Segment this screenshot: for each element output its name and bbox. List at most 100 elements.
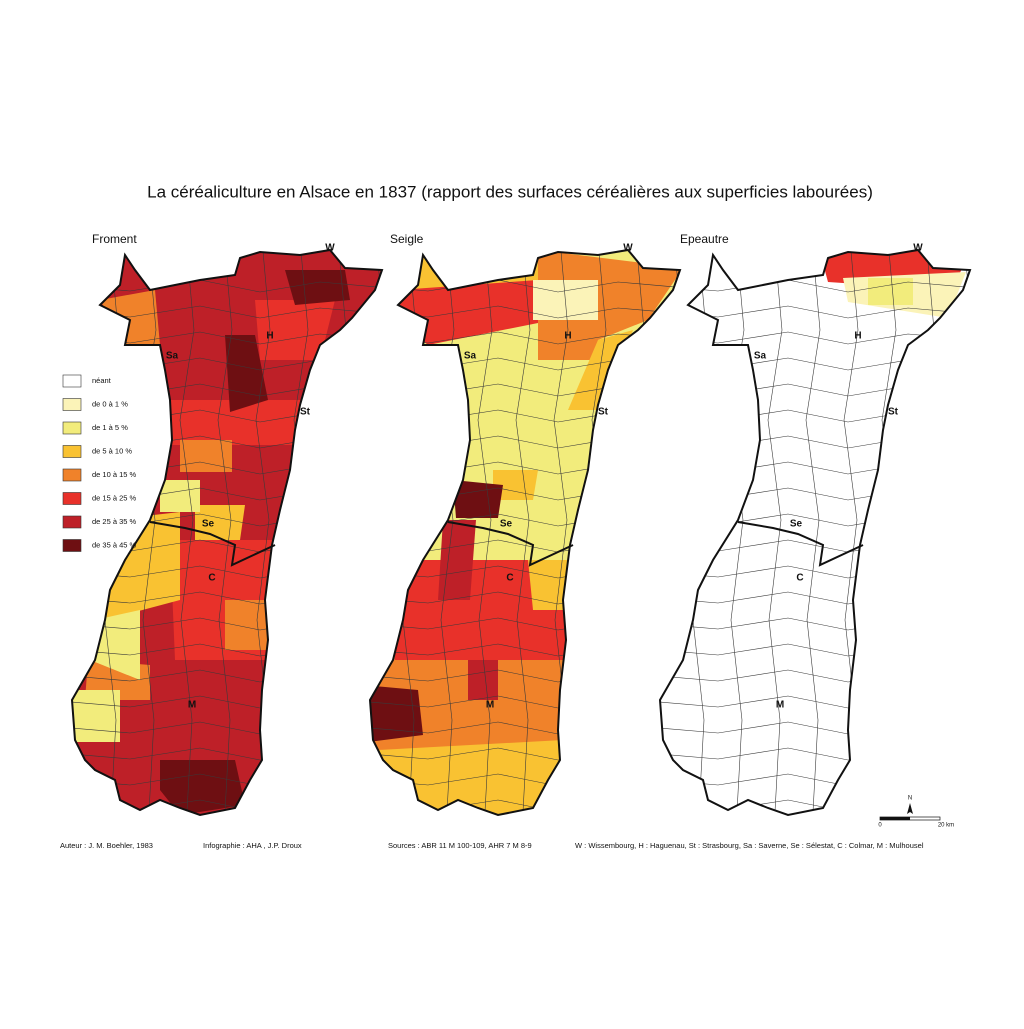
canton-boundary [72,279,382,293]
north-arrow [907,803,913,814]
legend-swatch [62,468,82,482]
legend-label: néant [92,376,112,385]
map-panel: Epeautre W H Sa St Se C M [658,232,972,817]
credit-text: Auteur : J. M. Boehler, 1983 [60,841,153,850]
canton-group [398,280,543,345]
canton-group [378,740,563,815]
place-label: H [564,331,571,342]
place-label: H [854,331,861,342]
canton-boundary [729,250,745,815]
place-label: C [796,573,803,584]
department-boundary [447,521,574,567]
canton-group [393,560,570,680]
place-label: W [913,243,923,254]
credit-text: Sources : ABR 11 M 100-109, AHR 7 M 8-9 [388,841,532,850]
place-label: C [506,573,513,584]
map-title: La céréaliculture en Alsace en 1837 (rap… [147,182,873,201]
place-label: H [266,331,273,342]
place-label: M [188,700,196,711]
scale-start: 0 [878,823,882,829]
canton-group [100,290,160,345]
department-boundary [737,521,864,567]
place-label: Se [202,519,215,530]
region-outline [368,248,682,817]
canton-group [225,600,268,650]
canton-group [160,760,245,815]
map-area [370,250,680,815]
canton-group [255,300,335,360]
legend-swatch [62,539,82,552]
canton-boundary [477,250,493,815]
place-label: St [888,407,899,418]
canton-boundary [767,250,783,815]
credit-text: Infographie : AHA , J.P. Droux [203,841,302,850]
map-label: Epeautre [680,232,729,246]
place-label: St [598,407,609,418]
place-label: Se [790,519,803,530]
map-panel: Seigle W H Sa St Se C M [368,232,682,817]
legend-label: de 35 à 45 % [92,540,137,549]
canton-group [370,685,423,742]
canton-group [868,278,913,305]
legend-label: de 15 à 25 % [92,493,137,502]
canton-group [72,690,120,742]
department-boundary [149,521,276,567]
place-label: Se [500,519,513,530]
legend-swatch [62,515,82,529]
map-area [660,250,970,815]
place-label: Sa [464,351,477,362]
canton-group [493,470,538,500]
legend-label: de 1 à 5 % [92,423,128,432]
legend-label: de 25 à 35 % [92,517,137,526]
canton-group [160,400,300,445]
region [660,250,970,815]
place-label: Sa [754,351,767,362]
canton-group [225,335,268,412]
map-area [72,250,382,815]
canton-boundary [805,250,821,815]
canton-boundary [957,250,970,815]
place-label: M [486,700,494,711]
place-label: St [300,407,311,418]
canton-group [285,270,350,305]
place-label: M [776,700,784,711]
map-label: Seigle [390,232,424,246]
legend-swatch [62,398,82,411]
canton-boundary [141,250,157,815]
legend-swatch [62,492,82,505]
place-label: C [208,573,215,584]
legend-label: de 5 à 10 % [92,446,132,455]
credit-text: W : Wissembourg, H : Haguenau, St : Stra… [575,841,924,850]
north-label: N [908,796,912,802]
canton-group [528,560,573,610]
place-label: W [325,243,335,254]
place-label: W [623,243,633,254]
canton-group [160,480,200,512]
legend-swatch [62,374,82,388]
canton-group [538,320,598,360]
legend-label: de 0 à 1 % [92,399,128,408]
map-label: Froment [92,232,137,246]
map-panel: Froment W H Sa St Se C M [70,232,384,817]
scale-bar-fill [880,817,910,820]
canton-boundary [660,279,970,293]
legend-swatch [62,421,82,435]
legend-label: de 10 à 15 % [92,470,137,479]
canton-group [468,660,498,700]
canton-group [195,505,245,540]
canton-boundary [515,250,531,815]
canton-group [438,520,476,600]
canton-group [453,480,503,518]
legend-swatch [62,445,82,458]
region-outline [70,248,384,817]
region-outline [658,248,972,817]
canton-boundary [370,279,680,293]
canton-group [180,440,232,472]
scale-end: 20 km [938,823,954,829]
canton-boundary [439,250,455,815]
canton-boundary [217,250,233,815]
canton-boundary [179,250,195,815]
